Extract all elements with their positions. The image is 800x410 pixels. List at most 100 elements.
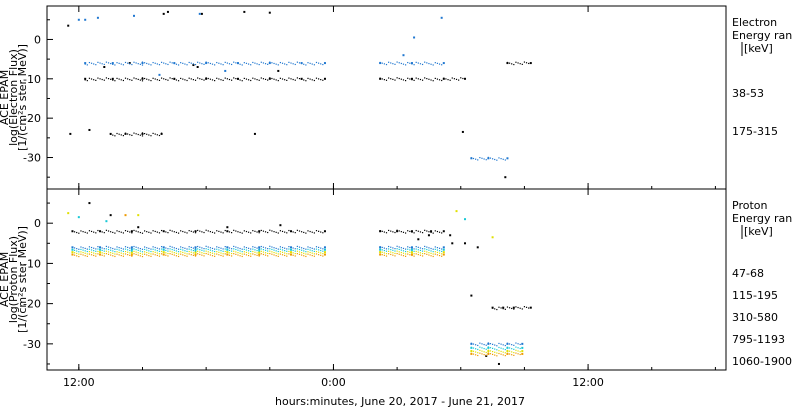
proton-band-dot (146, 231, 148, 233)
proton-band-dot (158, 255, 161, 257)
electron-band-dot (303, 63, 305, 65)
proton-band-dot (434, 246, 436, 248)
electron-band-dot (226, 78, 228, 80)
proton-band-dot (194, 255, 197, 257)
proton-band-dot (307, 253, 309, 255)
proton-band-dot (430, 255, 432, 257)
electron-band-dot (88, 61, 91, 64)
proton-band-dot (396, 252, 398, 255)
electron-band-dot (298, 62, 301, 64)
proton-band-dot (286, 253, 288, 255)
proton-band-dot (264, 252, 267, 254)
proton-band-dot (252, 253, 254, 255)
proton-band-dot (116, 251, 118, 253)
proton-band-dot (264, 249, 267, 251)
proton-band-dot (260, 245, 262, 248)
electron-point-38-53 (141, 132, 144, 135)
electron-point-175-315 (487, 157, 490, 160)
proton-band-dot (511, 351, 513, 353)
proton-band-dot (78, 248, 80, 250)
proton-band-dot (90, 254, 93, 256)
proton-band-dot (417, 251, 419, 253)
electron-band-dot (139, 79, 141, 81)
proton-point-47-68 (396, 230, 399, 233)
proton-band-dot (252, 246, 254, 248)
proton-point-47-68 (417, 238, 420, 241)
electron-band-dot (441, 79, 443, 82)
proton-band-dot (220, 250, 222, 252)
electron-band-dot (190, 78, 192, 80)
proton-band-dot (288, 253, 290, 255)
proton-band-dot (262, 230, 265, 232)
proton-band-dot (511, 307, 513, 310)
electron-band-dot (160, 132, 163, 134)
proton-band-dot (477, 354, 479, 357)
proton-band-dot (152, 246, 154, 248)
electron-band-dot (156, 63, 158, 65)
electron-band-dot (139, 134, 141, 136)
proton-band-dot (214, 250, 216, 253)
proton-band-dot (158, 250, 161, 252)
electron-band-dot (205, 61, 207, 63)
proton-band-dot (379, 248, 381, 250)
electron-band-dot (400, 78, 402, 80)
proton-point-310-580 (487, 346, 490, 349)
electron-band-dot (184, 79, 186, 81)
proton-band-dot (421, 252, 424, 255)
electron-band-dot (271, 77, 273, 80)
proton-band-dot (294, 248, 296, 250)
proton-band-dot (180, 251, 182, 253)
proton-band-dot (150, 250, 152, 253)
proton-band-dot (489, 343, 492, 345)
proton-band-dot (415, 229, 417, 232)
electron-band-dot (150, 80, 152, 82)
proton-band-dot (411, 250, 413, 252)
electron-band-dot (284, 63, 286, 65)
proton-band-dot (101, 249, 103, 252)
electron-band-dot (118, 78, 120, 80)
electron-band-dot (409, 62, 411, 64)
electron-ytick-label: 0 (34, 33, 41, 46)
electron-band-dot (383, 79, 385, 81)
proton-point-310-580 (77, 216, 80, 219)
proton-band-dot (390, 249, 392, 251)
proton-band-dot (120, 252, 122, 254)
electron-band-dot (226, 62, 228, 64)
proton-band-dot (400, 254, 402, 256)
proton-band-dot (277, 250, 279, 253)
electron-point-38-53 (67, 24, 70, 27)
proton-band-dot (211, 252, 214, 254)
proton-band-dot (273, 247, 275, 249)
proton-band-dot (177, 251, 180, 253)
proton-band-dot (496, 308, 498, 311)
proton-band-dot (105, 253, 108, 255)
proton-band-dot (269, 245, 271, 247)
proton-band-dot (184, 250, 186, 252)
proton-band-dot (165, 231, 167, 233)
proton-band-dot (180, 253, 182, 255)
electron-band-dot (436, 78, 439, 80)
proton-point-115-195 (194, 246, 197, 249)
proton-band-dot (88, 251, 91, 253)
electron-band-dot (188, 61, 190, 64)
electron-band-dot (169, 61, 171, 63)
proton-point-795-1193 (323, 251, 326, 254)
electron-band-dot (383, 63, 385, 65)
electron-band-dot (252, 61, 254, 64)
electron-band-dot (447, 79, 449, 81)
electron-band-dot (483, 158, 485, 160)
proton-band-dot (226, 249, 228, 251)
proton-band-dot (485, 354, 487, 356)
electron-band-dot (275, 63, 277, 65)
proton-band-dot (322, 250, 324, 252)
proton-band-dot (218, 246, 220, 249)
proton-band-dot (385, 253, 388, 255)
electron-band-dot (303, 79, 305, 81)
proton-band-dot (231, 250, 233, 252)
proton-band-dot (124, 253, 127, 255)
proton-point-795-1193 (379, 251, 382, 254)
proton-band-dot (169, 245, 171, 248)
proton-band-dot (186, 250, 188, 253)
proton-band-dot (305, 253, 307, 255)
electron-band-dot (144, 62, 146, 64)
